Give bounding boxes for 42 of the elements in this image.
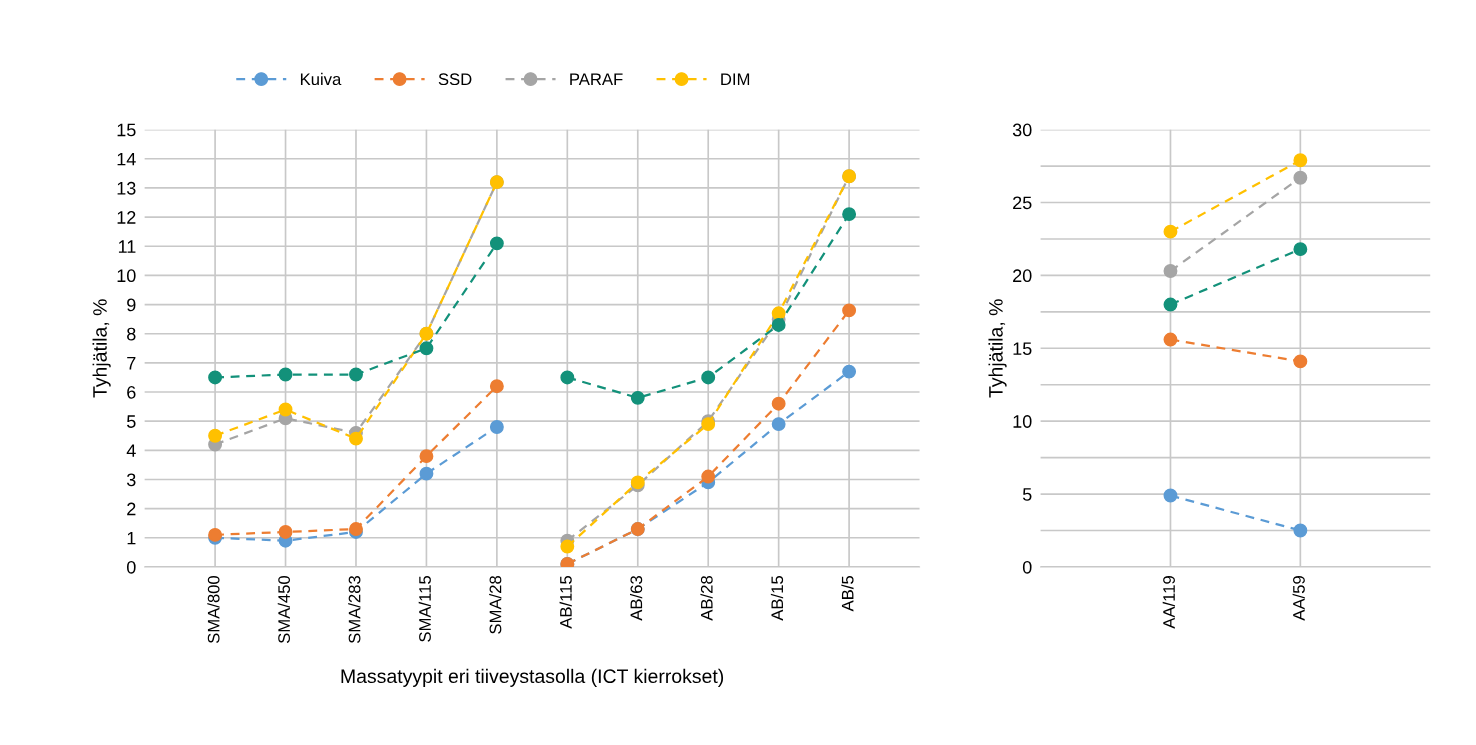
y-tick-label: 12 <box>117 211 136 224</box>
x-tick-label: AB/63 <box>630 576 643 621</box>
x-tick-label: SMA/28 <box>489 576 502 634</box>
y-tick-label: 0 <box>1022 560 1032 574</box>
x-tick-label: AB/15 <box>770 575 784 621</box>
x-tick-label: SMA/283 <box>348 576 361 644</box>
y-tick-label: 5 <box>1022 488 1032 501</box>
x-tick-label: AA/119 <box>1162 576 1175 629</box>
y-tick-label: 15 <box>1013 342 1032 356</box>
y-tick-label: 20 <box>1013 269 1032 283</box>
y-tick-label: 3 <box>126 473 136 487</box>
y-tick-label: 25 <box>1013 196 1032 210</box>
y-axis-title: Tyhjätila, % <box>988 299 1007 398</box>
y-tick-label: 15 <box>117 123 136 137</box>
y-tick-label: 10 <box>117 269 136 283</box>
x-tick-label: AB/5 <box>841 575 854 612</box>
y-tick-label: 6 <box>127 385 136 399</box>
x-tick-label: AB/115 <box>559 575 572 629</box>
y-tick-label: 2 <box>127 502 136 516</box>
y-tick-label: 0 <box>126 560 136 574</box>
y-tick-label: 9 <box>127 298 136 312</box>
y-tick-label: 7 <box>127 356 136 370</box>
y-tick-label: 1 <box>127 531 136 545</box>
x-tick-label: SMA/115 <box>418 575 431 642</box>
legend-label: DIM <box>721 73 750 85</box>
legend-label: Kuiva <box>300 72 342 86</box>
x-tick-label: SMA/450 <box>277 575 291 644</box>
legend-label: SSD <box>438 73 472 86</box>
x-tick-label: AA/59 <box>1292 576 1305 621</box>
y-tick-label: 14 <box>117 152 136 166</box>
y-tick-label: 4 <box>126 444 136 457</box>
y-tick-label: 10 <box>1013 415 1032 428</box>
x-tick-label: AB/28 <box>700 576 713 621</box>
y-tick-label: 13 <box>117 181 136 195</box>
y-tick-label: 5 <box>127 415 136 428</box>
legend-label: PARAF <box>570 73 623 85</box>
x-tick-label: SMA/800 <box>207 575 220 644</box>
y-tick-label: 30 <box>1012 123 1032 137</box>
y-tick-label: 8 <box>127 327 136 341</box>
y-tick-label: 11 <box>118 240 136 253</box>
y-axis-title: Tyhjätila, % <box>92 299 111 398</box>
x-axis-title: Massatyypit eri tiiveystasolla (ICT kierrokset) <box>341 668 724 687</box>
